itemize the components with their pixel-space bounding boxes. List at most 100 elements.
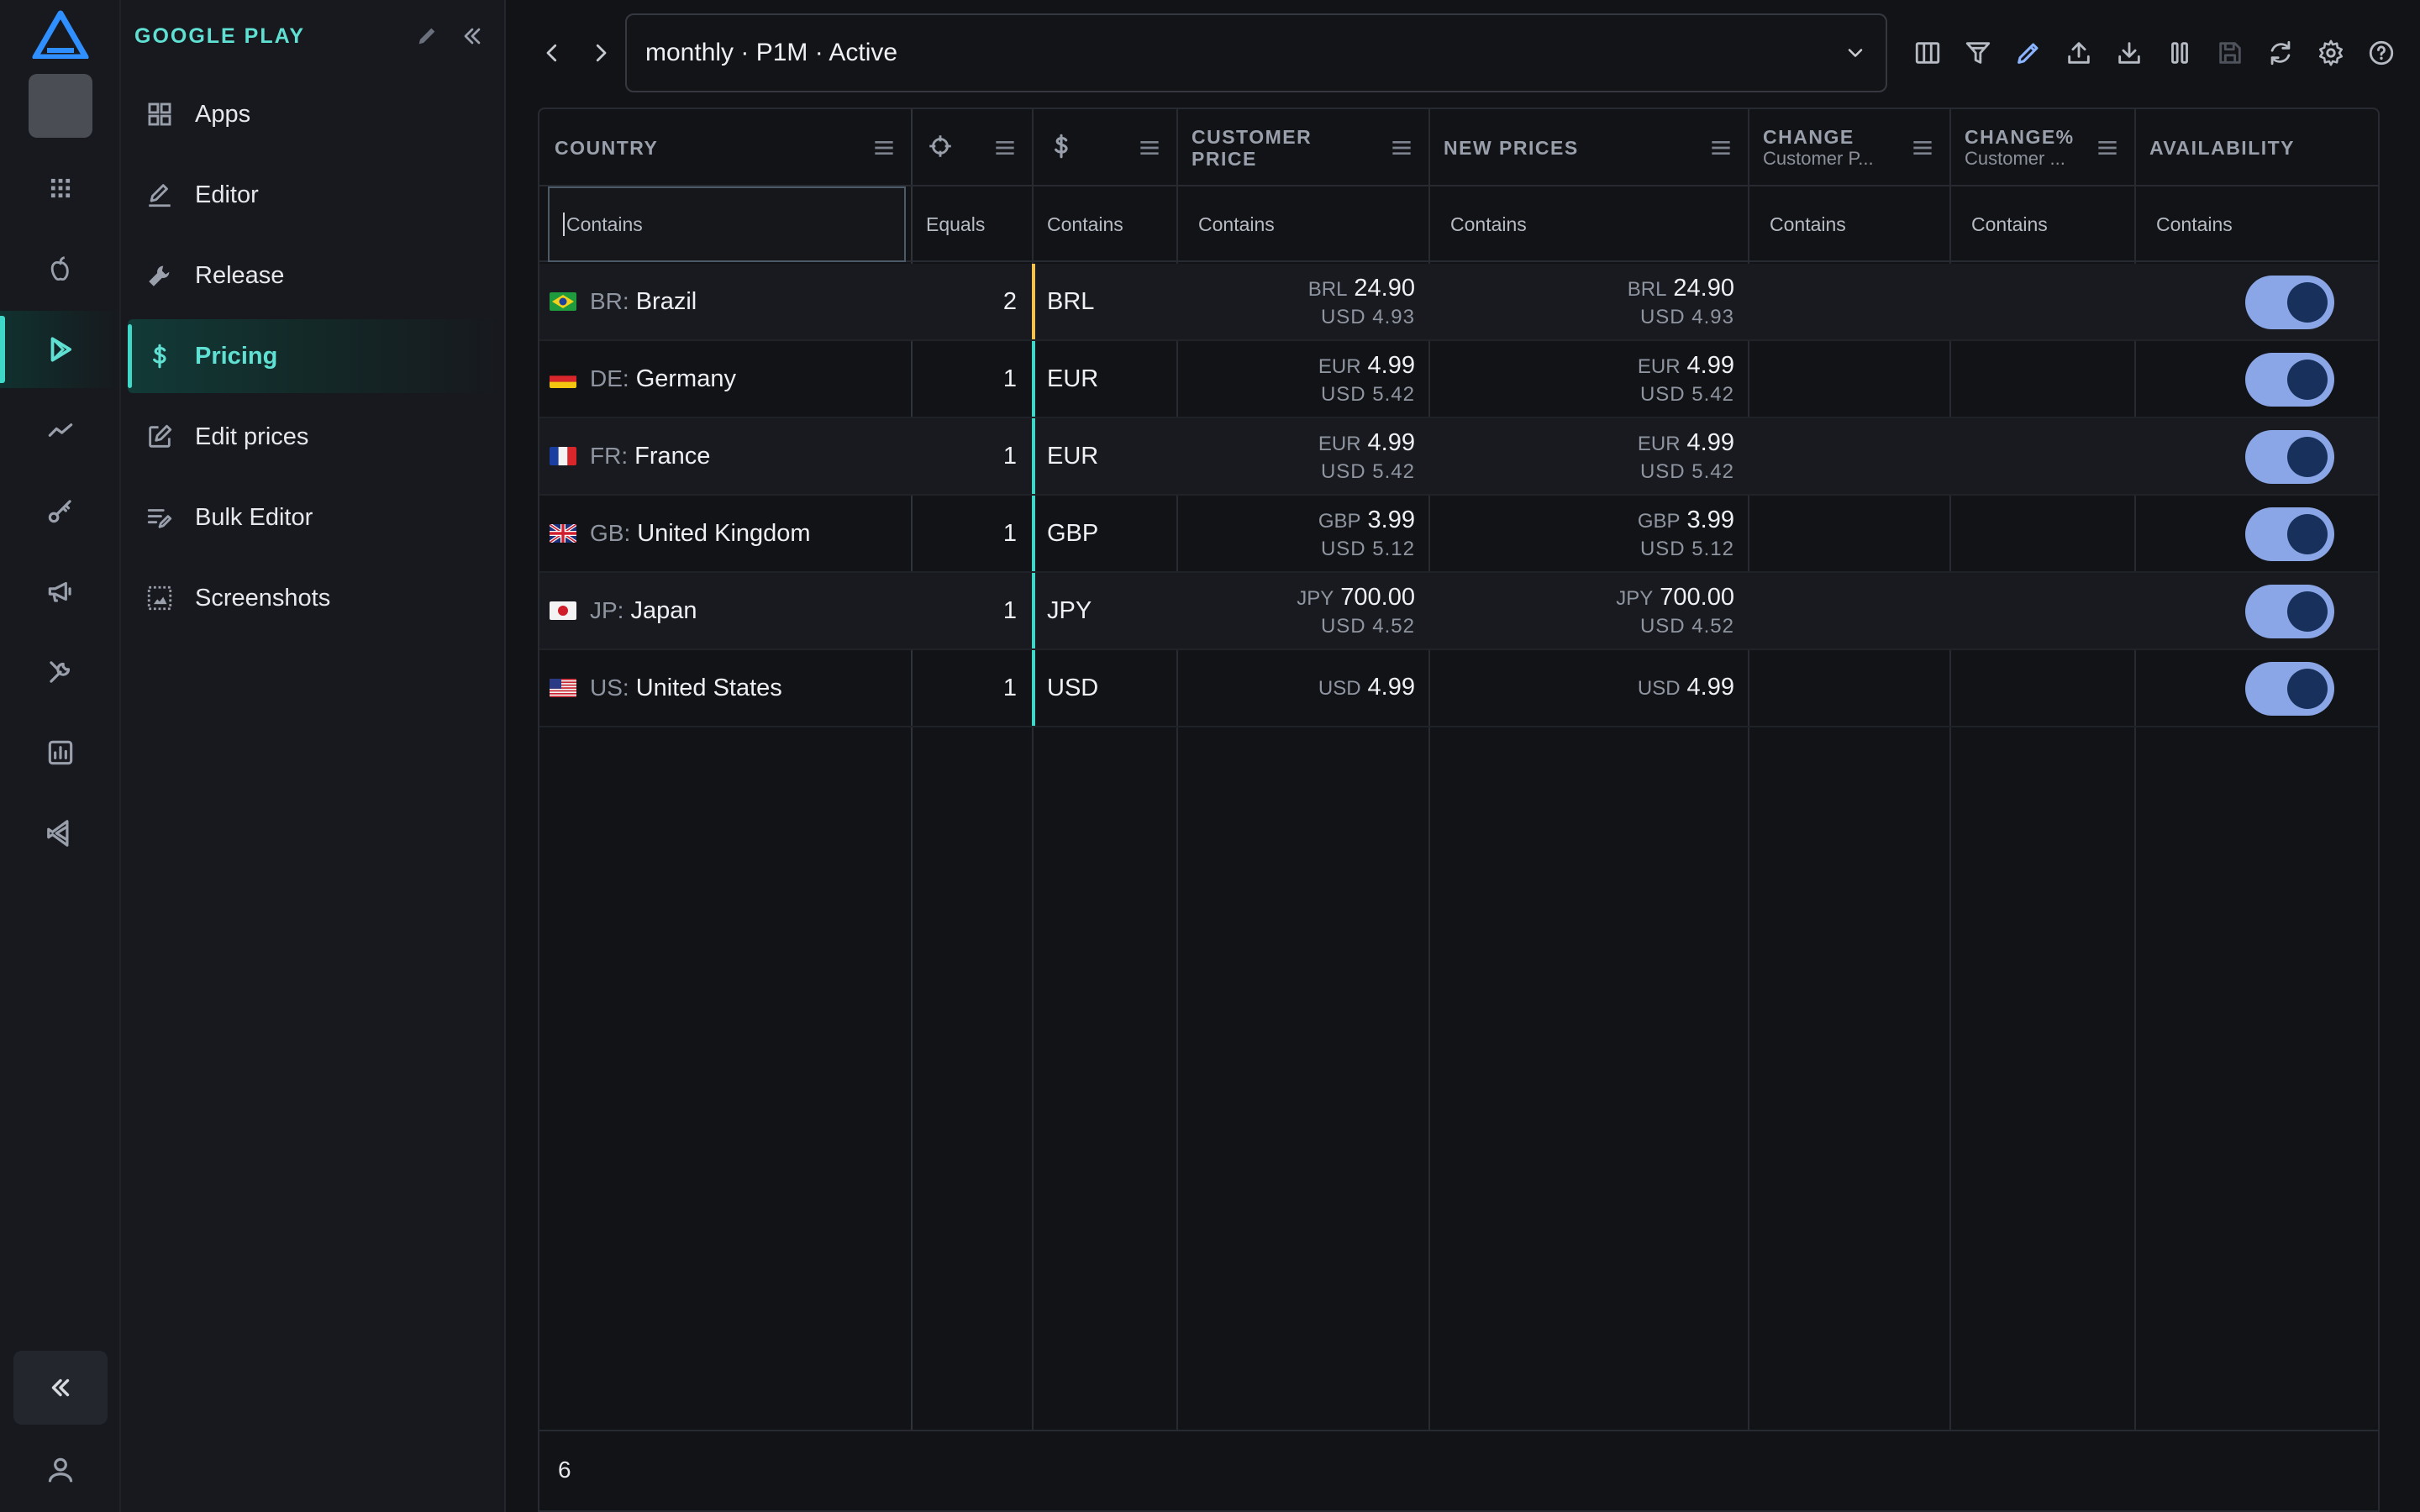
app-avatar[interactable] (29, 74, 92, 138)
change-percent-cell[interactable] (1949, 573, 2134, 648)
apps-grid-icon[interactable] (0, 150, 121, 227)
column-header-tier[interactable] (911, 109, 1032, 186)
filter-new-prices[interactable]: Contains (1450, 213, 1527, 235)
tier-cell[interactable]: 1 (1002, 596, 1017, 624)
analytics-trend-icon[interactable] (0, 391, 121, 469)
column-menu-icon[interactable] (1706, 133, 1736, 163)
change-percent-cell[interactable] (1949, 418, 2134, 494)
brand-logo-icon[interactable] (32, 10, 89, 60)
columns-icon[interactable] (1902, 32, 1953, 74)
forward-arrow-icon[interactable] (581, 34, 620, 72)
table-row[interactable]: GB: United Kingdom 1 GBP GBP 3.99 USD 5.1… (539, 496, 2378, 573)
change-percent-cell[interactable] (1949, 341, 2134, 417)
collapse-sidebar-icon[interactable] (454, 18, 491, 55)
save-icon[interactable] (2205, 32, 2255, 74)
customer-price-cell[interactable]: USD 4.99 (1176, 650, 1428, 726)
column-menu-icon[interactable] (1907, 133, 1938, 163)
sidebar-item-apps[interactable]: Apps (128, 77, 497, 151)
country-cell[interactable]: DE: Germany (539, 341, 911, 417)
customer-price-cell[interactable]: BRL 24.90 USD 4.93 (1176, 264, 1428, 339)
tier-cell[interactable]: 1 (1002, 674, 1017, 701)
refresh-icon[interactable] (2255, 32, 2306, 74)
sidebar-item-bulk-editor[interactable]: Bulk Editor (128, 480, 497, 554)
table-row[interactable]: DE: Germany 1 EUR EUR 4.99 USD 5.42 EUR 4.… (539, 341, 2378, 418)
availability-toggle[interactable] (2245, 585, 2334, 638)
currency-cell[interactable]: EUR (1032, 418, 1176, 494)
column-header-currency[interactable] (1032, 109, 1176, 186)
availability-toggle[interactable] (2245, 430, 2334, 484)
currency-cell[interactable]: GBP (1032, 496, 1176, 571)
customer-price-cell[interactable]: JPY 700.00 USD 4.52 (1176, 573, 1428, 648)
availability-toggle[interactable] (2245, 662, 2334, 716)
settings-gear-icon[interactable] (2306, 32, 2356, 74)
new-price-cell[interactable]: USD 4.99 (1428, 650, 1748, 726)
country-cell[interactable]: GB: United Kingdom (539, 496, 911, 571)
change-cell[interactable] (1748, 496, 1949, 571)
tier-cell[interactable]: 2 (1002, 287, 1017, 315)
apple-icon[interactable] (0, 230, 121, 307)
tier-cell[interactable]: 1 (1002, 442, 1017, 470)
currency-cell[interactable]: EUR (1032, 341, 1176, 417)
column-menu-icon[interactable] (1134, 133, 1165, 163)
column-header-availability[interactable]: AVAILABILITY (2134, 109, 2378, 186)
column-header-country[interactable]: COUNTRY (539, 109, 911, 186)
country-cell[interactable]: FR: France (539, 418, 911, 494)
new-price-cell[interactable]: EUR 4.99 USD 5.42 (1428, 418, 1748, 494)
customer-price-cell[interactable]: EUR 4.99 USD 5.42 (1176, 341, 1428, 417)
new-price-cell[interactable]: EUR 4.99 USD 5.42 (1428, 341, 1748, 417)
table-row[interactable]: US: United States 1 USD USD 4.99 USD 4.99 (539, 650, 2378, 727)
filter-change[interactable]: Contains (1770, 213, 1846, 235)
availability-toggle[interactable] (2245, 276, 2334, 329)
vscode-icon[interactable] (0, 795, 121, 872)
filter-tier[interactable]: Equals (926, 213, 986, 235)
sidebar-item-pricing[interactable]: Pricing (128, 319, 497, 393)
subscription-selector[interactable]: monthly · P1M · Active (625, 13, 1887, 92)
sidebar-item-screenshots[interactable]: Screenshots (128, 561, 497, 635)
sidebar-item-editor[interactable]: Editor (128, 158, 497, 232)
change-cell[interactable] (1748, 264, 1949, 339)
change-cell[interactable] (1748, 418, 1949, 494)
table-row[interactable]: FR: France 1 EUR EUR 4.99 USD 5.42 EUR 4.9… (539, 418, 2378, 496)
filter-currency[interactable]: Contains (1047, 213, 1123, 235)
change-percent-cell[interactable] (1949, 264, 2134, 339)
filter-icon[interactable] (1953, 32, 2003, 74)
column-header-new-prices[interactable]: NEW PRICES (1428, 109, 1748, 186)
filter-country-input[interactable]: Contains (548, 186, 906, 262)
country-cell[interactable]: US: United States (539, 650, 911, 726)
table-row[interactable]: BR: Brazil 2 BRL BRL 24.90 USD 4.93 BRL 24… (539, 264, 2378, 341)
column-header-customer-price[interactable]: CUSTOMER PRICE (1176, 109, 1428, 186)
column-header-change-percent[interactable]: CHANGE% Customer ... (1949, 109, 2134, 186)
change-cell[interactable] (1748, 650, 1949, 726)
user-profile-icon[interactable] (0, 1436, 121, 1504)
change-percent-cell[interactable] (1949, 650, 2134, 726)
new-price-cell[interactable]: GBP 3.99 USD 5.12 (1428, 496, 1748, 571)
filter-customer-price[interactable]: Contains (1198, 213, 1275, 235)
edit-pencil-icon[interactable] (408, 18, 445, 55)
column-menu-icon[interactable] (1386, 133, 1417, 163)
column-header-change[interactable]: CHANGE Customer P... (1748, 109, 1949, 186)
country-cell[interactable]: JP: Japan (539, 573, 911, 648)
currency-cell[interactable]: USD (1032, 650, 1176, 726)
availability-toggle[interactable] (2245, 507, 2334, 561)
upload-icon[interactable] (2054, 32, 2104, 74)
reports-chart-icon[interactable] (0, 714, 121, 791)
filter-change-percent[interactable]: Contains (1971, 213, 2048, 235)
pause-columns-icon[interactable] (2154, 32, 2205, 74)
filter-availability[interactable]: Contains (2156, 213, 2233, 235)
country-cell[interactable]: BR: Brazil (539, 264, 911, 339)
tools-icon[interactable] (0, 633, 121, 711)
help-icon[interactable] (2356, 32, 2407, 74)
customer-price-cell[interactable]: EUR 4.99 USD 5.42 (1176, 418, 1428, 494)
availability-toggle[interactable] (2245, 353, 2334, 407)
sidebar-item-edit-prices[interactable]: Edit prices (128, 400, 497, 474)
column-menu-icon[interactable] (869, 133, 899, 163)
download-icon[interactable] (2104, 32, 2154, 74)
change-percent-cell[interactable] (1949, 496, 2134, 571)
currency-cell[interactable]: BRL (1032, 264, 1176, 339)
table-row[interactable]: JP: Japan 1 JPY JPY 700.00 USD 4.52 JPY 70… (539, 573, 2378, 650)
tier-cell[interactable]: 1 (1002, 365, 1017, 392)
tier-cell[interactable]: 1 (1002, 519, 1017, 547)
key-icon[interactable] (0, 472, 121, 549)
column-menu-icon[interactable] (2092, 133, 2123, 163)
new-price-cell[interactable]: BRL 24.90 USD 4.93 (1428, 264, 1748, 339)
